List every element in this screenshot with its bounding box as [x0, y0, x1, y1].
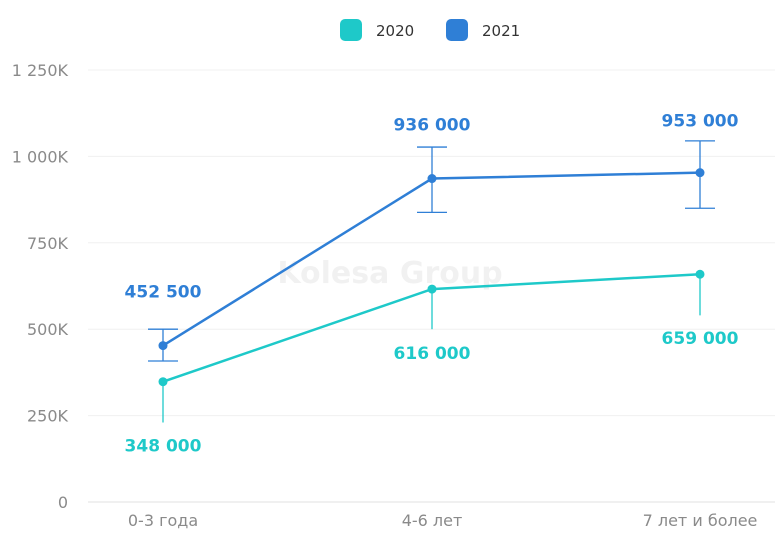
data-label: 936 000: [394, 116, 471, 136]
y-tick-label: 1 000K: [12, 147, 69, 166]
legend-label: 2021: [482, 22, 520, 40]
data-point: [695, 168, 705, 178]
y-tick-label: 250K: [27, 407, 69, 426]
data-point: [158, 341, 168, 351]
data-point: [427, 284, 437, 294]
data-point: [158, 377, 168, 387]
y-tick-label: 500K: [27, 320, 69, 339]
x-tick-label: 0-3 года: [128, 511, 198, 530]
legend[interactable]: 2020 2021: [340, 19, 520, 41]
series-2020: 348 000 616 000 659 000: [125, 269, 739, 457]
legend-label: 2020: [376, 22, 414, 40]
x-tick-label: 7 лет и более: [643, 511, 758, 530]
series-2021: 452 500 936 000 953 000: [125, 112, 739, 362]
legend-swatch: [446, 19, 468, 41]
data-label: 659 000: [662, 329, 739, 349]
legend-item-2021[interactable]: 2021: [446, 19, 520, 41]
legend-swatch: [340, 19, 362, 41]
watermark: Kolesa Group: [277, 256, 502, 291]
data-label: 452 500: [125, 283, 202, 303]
x-tick-label: 4-6 лет: [402, 511, 463, 530]
data-label: 348 000: [125, 437, 202, 457]
series-group: 348 000 616 000 659 000 452 500 936 000 953 0…: [125, 112, 739, 457]
data-point: [427, 174, 437, 184]
y-axis-ticks: 0 250K 500K 750K 1 000K 1 250K: [12, 61, 69, 512]
y-tick-label: 0: [58, 493, 68, 512]
data-label: 953 000: [662, 112, 739, 132]
legend-item-2020[interactable]: 2020: [340, 19, 414, 41]
data-point: [695, 269, 705, 279]
x-axis-ticks: 0-3 года 4-6 лет 7 лет и более: [128, 511, 758, 530]
data-label: 616 000: [394, 344, 471, 364]
y-tick-label: 750K: [27, 234, 69, 253]
y-tick-label: 1 250K: [12, 61, 69, 80]
